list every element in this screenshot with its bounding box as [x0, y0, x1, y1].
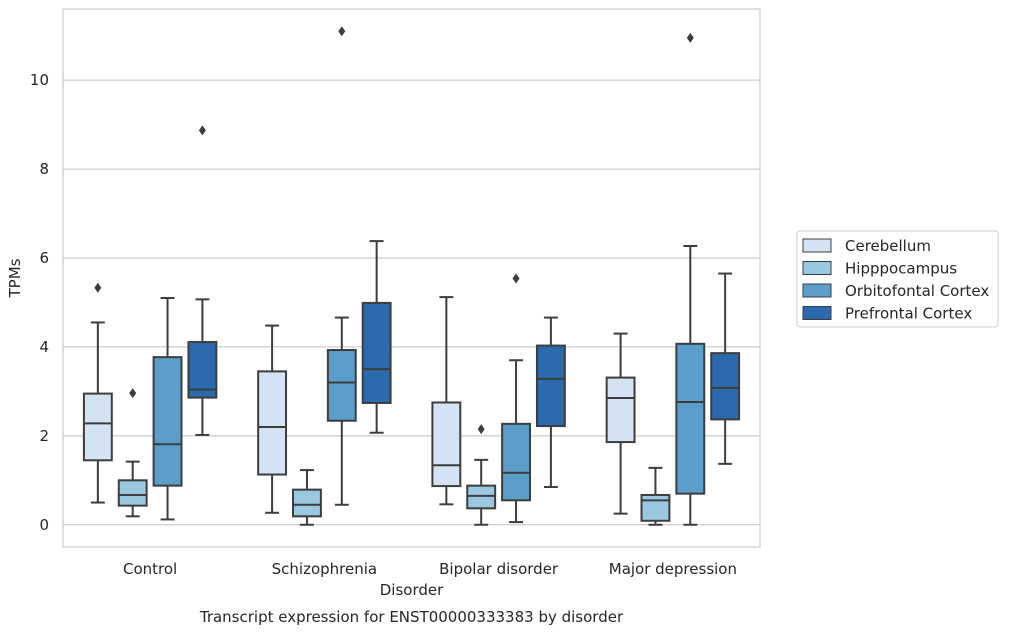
legend-swatch	[802, 283, 832, 298]
box-iqr	[605, 376, 636, 444]
y-tick-label: 0	[39, 516, 49, 534]
y-tick-labels: 0 2 4 6 8 10	[30, 71, 49, 534]
legend-label: Cerebellum	[845, 237, 931, 255]
outlier-point	[338, 26, 346, 37]
box-1-1	[292, 469, 322, 526]
legend-frame	[796, 230, 999, 328]
box-iqr	[187, 341, 218, 399]
box-iqr	[640, 493, 671, 522]
box-0-3	[187, 125, 218, 436]
box-iqr	[431, 401, 462, 488]
x-tick-label: Schizophrenia	[272, 560, 377, 578]
box-iqr	[535, 344, 566, 428]
y-tick-label: 8	[39, 160, 49, 178]
box-3-1	[640, 466, 671, 526]
box-iqr	[257, 370, 288, 476]
box-0-0	[82, 282, 113, 504]
box-3-0	[605, 332, 636, 515]
y-tick-label: 10	[30, 71, 49, 89]
box-layer	[82, 26, 741, 526]
box-1-3	[361, 240, 392, 434]
y-tick-label: 2	[39, 427, 49, 445]
outlier-point	[512, 273, 520, 284]
box-0-1	[117, 388, 148, 518]
box-2-3	[535, 316, 566, 488]
outlier-point	[686, 32, 694, 43]
box-iqr	[82, 392, 113, 462]
y-axis-label: TPMs	[6, 258, 24, 298]
legend-swatch	[802, 238, 832, 253]
x-tick-label: Control	[123, 560, 177, 578]
box-iqr	[152, 356, 183, 487]
box-0-2	[152, 297, 183, 521]
plot-frame	[62, 8, 761, 548]
box-iqr	[710, 352, 741, 421]
chart-caption: Transcript expression for ENST0000033338…	[199, 608, 624, 626]
x-tick-label: Major depression	[609, 560, 737, 578]
box-iqr	[117, 479, 148, 507]
y-tick-label: 4	[39, 338, 49, 356]
box-2-0	[431, 296, 462, 506]
box-iqr	[501, 422, 531, 502]
box-iqr	[675, 342, 706, 495]
box-1-0	[257, 324, 288, 514]
outlier-point	[129, 388, 137, 399]
box-1-2	[326, 26, 357, 506]
outlier-point	[94, 282, 102, 293]
box-3-3	[710, 272, 741, 465]
box-iqr	[326, 349, 357, 422]
legend-swatch	[802, 261, 832, 275]
box-2-2	[501, 273, 531, 524]
box-iqr	[466, 484, 497, 510]
outlier-point	[477, 424, 485, 435]
outlier-point	[198, 125, 206, 136]
x-tick-label: Bipolar disorder	[439, 560, 559, 578]
legend-label: Hipppocampus	[845, 260, 957, 278]
box-2-1	[466, 424, 497, 526]
box-iqr	[361, 301, 392, 404]
legend-swatch	[802, 306, 832, 320]
x-axis-label: Disorder	[380, 581, 444, 599]
box-3-2	[675, 32, 706, 526]
legend: Cerebellum Hipppocampus Orbitofontal Corte…	[796, 230, 999, 328]
x-tick-labels: Control Schizophrenia Bipolar disorder Majo…	[123, 560, 737, 578]
box-iqr	[292, 488, 322, 518]
y-tick-label: 6	[39, 249, 49, 267]
legend-label: Orbitofontal Cortex	[845, 282, 989, 300]
legend-label: Prefrontal Cortex	[845, 305, 972, 323]
